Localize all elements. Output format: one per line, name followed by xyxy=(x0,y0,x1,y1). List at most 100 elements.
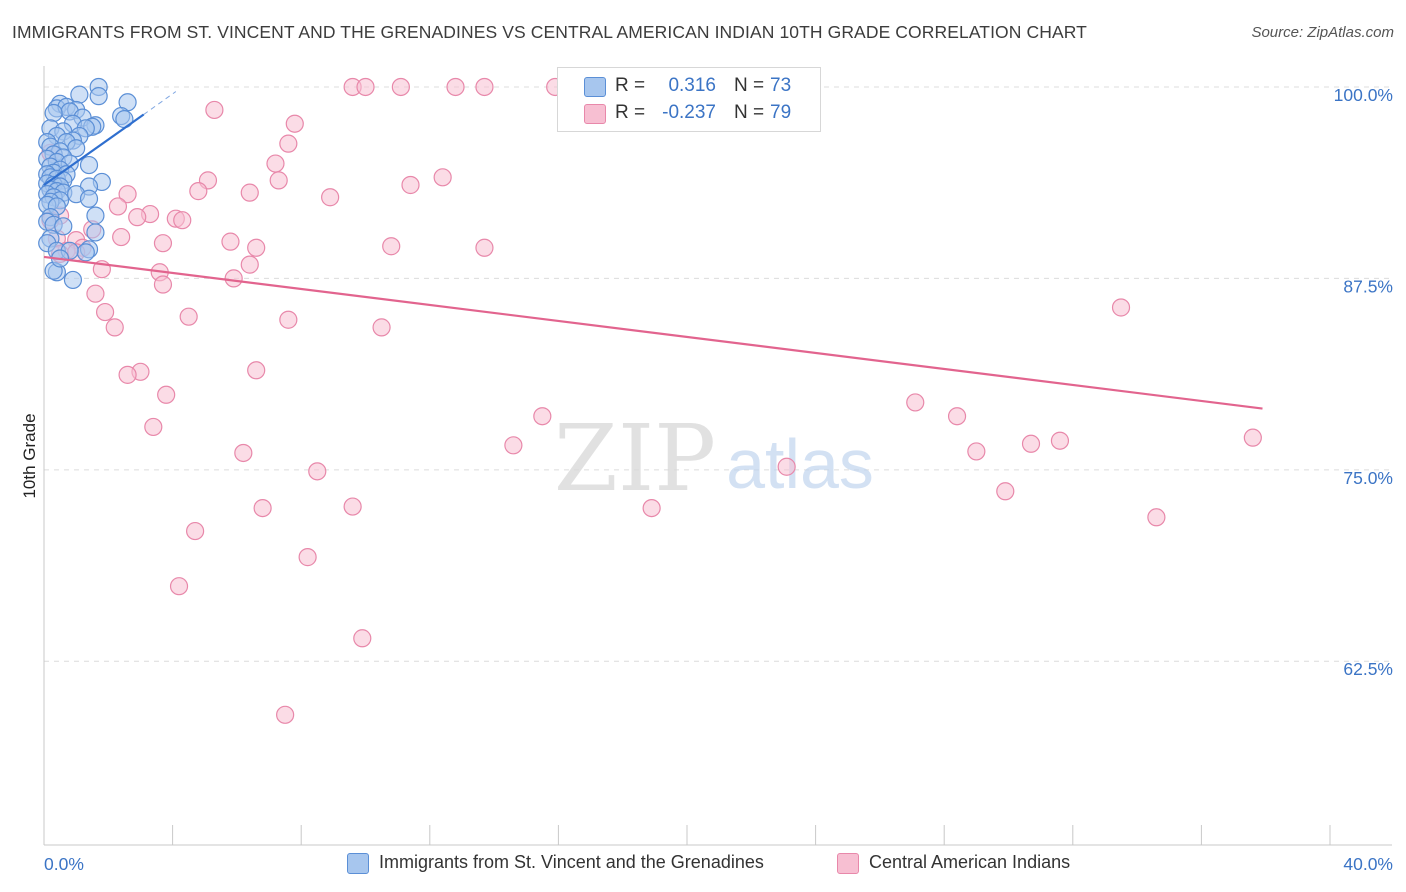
data-point-central-american-indians xyxy=(253,498,272,518)
n-label: N = xyxy=(734,75,765,96)
data-point-central-american-indians xyxy=(996,482,1015,501)
y-tick-label: 100.0% xyxy=(1334,85,1393,105)
data-point-central-american-indians xyxy=(205,100,224,120)
data-point-central-american-indians xyxy=(118,365,137,384)
watermark: ZIP atlas xyxy=(554,405,874,512)
data-point-st-vincent xyxy=(63,270,83,290)
data-point-central-american-indians xyxy=(401,175,420,195)
data-point-central-american-indians xyxy=(169,577,189,596)
data-point-central-american-indians xyxy=(967,442,986,461)
r-value: -0.237 xyxy=(662,102,716,123)
data-point-central-american-indians xyxy=(446,77,465,97)
data-point-central-american-indians xyxy=(1111,298,1131,317)
series-central-american-indians xyxy=(41,77,1262,724)
data-point-central-american-indians xyxy=(356,77,375,97)
data-point-central-american-indians xyxy=(240,183,259,202)
r-label: R = xyxy=(615,75,646,96)
trend-line-st-vincent-extension xyxy=(143,91,177,115)
n-label: N = xyxy=(734,102,765,123)
data-point-central-american-indians xyxy=(118,185,137,204)
x-tick-label: 40.0% xyxy=(1343,854,1393,874)
legend-swatch-pink xyxy=(584,104,606,124)
data-point-central-american-indians xyxy=(1243,428,1262,447)
y-axis-label: 10th Grade xyxy=(20,413,39,499)
data-point-st-vincent xyxy=(76,243,95,262)
data-point-central-american-indians xyxy=(108,197,128,216)
data-point-central-american-indians xyxy=(112,227,131,247)
n-value: 73 xyxy=(770,75,792,96)
data-point-central-american-indians xyxy=(221,232,240,251)
data-point-st-vincent xyxy=(70,85,89,104)
legend-swatch-blue xyxy=(584,77,606,97)
data-point-central-american-indians xyxy=(1147,508,1166,527)
chart-title: IMMIGRANTS FROM ST. VINCENT AND THE GREN… xyxy=(12,22,1087,42)
y-tick-label: 87.5% xyxy=(1343,276,1393,296)
watermark-zip: ZIP xyxy=(554,405,716,512)
data-point-central-american-indians xyxy=(1050,431,1070,450)
data-point-central-american-indians xyxy=(105,318,124,337)
legend-label: Central American Indians xyxy=(869,852,1071,872)
data-point-st-vincent xyxy=(89,87,108,106)
data-point-central-american-indians xyxy=(353,629,372,648)
stats-legend-row-pink: R = -0.237 N = 79 xyxy=(558,101,820,127)
data-point-central-american-indians xyxy=(343,497,362,516)
data-point-central-american-indians xyxy=(298,548,317,567)
stats-legend: R = 0.316 N = 73 R = -0.237 N = 79 xyxy=(557,67,821,132)
n-value: 79 xyxy=(770,102,792,123)
y-tick-label: 75.0% xyxy=(1343,468,1393,488)
data-point-central-american-indians xyxy=(533,407,552,426)
series-st-vincent-grenadines xyxy=(38,77,137,290)
data-point-central-american-indians xyxy=(240,255,259,274)
data-point-central-american-indians xyxy=(504,436,523,455)
data-point-central-american-indians xyxy=(153,275,173,294)
data-point-central-american-indians xyxy=(86,284,105,303)
data-point-central-american-indians xyxy=(269,171,288,190)
data-point-central-american-indians xyxy=(279,310,298,329)
data-point-st-vincent xyxy=(86,223,105,242)
data-point-central-american-indians xyxy=(224,269,243,288)
y-tick-label: 62.5% xyxy=(1343,659,1393,679)
x-tick-label: 0.0% xyxy=(44,854,84,874)
data-point-central-american-indians xyxy=(308,462,327,481)
y-tick-labels: 100.0% 87.5% 75.0% 62.5% xyxy=(1334,85,1393,679)
data-point-st-vincent xyxy=(79,155,99,175)
data-point-central-american-indians xyxy=(391,77,410,97)
watermark-atlas: atlas xyxy=(726,425,874,503)
data-point-central-american-indians xyxy=(321,188,340,207)
data-point-central-american-indians xyxy=(173,211,192,230)
data-point-central-american-indians xyxy=(153,234,173,253)
data-point-central-american-indians xyxy=(95,302,115,322)
data-point-central-american-indians xyxy=(247,361,266,380)
data-point-central-american-indians xyxy=(186,521,205,541)
data-point-central-american-indians xyxy=(777,457,796,476)
legend-swatch-blue xyxy=(347,853,369,874)
data-point-central-american-indians xyxy=(128,208,147,227)
data-point-central-american-indians xyxy=(279,134,298,153)
data-point-st-vincent xyxy=(79,189,99,208)
data-point-central-american-indians xyxy=(382,237,401,256)
data-point-central-american-indians xyxy=(189,182,208,201)
data-point-central-american-indians xyxy=(372,318,391,337)
trend-line-st-vincent xyxy=(43,113,145,186)
data-point-central-american-indians xyxy=(1021,434,1041,453)
data-point-central-american-indians xyxy=(157,385,176,404)
x-tick-labels: 0.0% 40.0% xyxy=(44,854,1393,874)
data-point-central-american-indians xyxy=(285,114,304,133)
data-point-central-american-indians xyxy=(642,498,661,518)
r-value: 0.316 xyxy=(668,75,716,96)
trend-line-central-american-indians xyxy=(43,255,1263,410)
trend-lines xyxy=(43,91,1263,410)
data-point-central-american-indians xyxy=(947,407,967,426)
data-point-st-vincent xyxy=(86,206,105,225)
legend-label: Immigrants from St. Vincent and the Gren… xyxy=(379,852,764,872)
data-point-central-american-indians xyxy=(266,154,285,173)
gridlines xyxy=(44,86,1392,662)
data-point-central-american-indians xyxy=(433,168,452,187)
data-point-central-american-indians xyxy=(475,77,494,97)
data-point-central-american-indians xyxy=(144,417,163,437)
legend-swatch-pink xyxy=(837,853,859,874)
data-point-central-american-indians xyxy=(276,705,295,724)
data-point-central-american-indians xyxy=(234,443,253,463)
data-point-central-american-indians xyxy=(179,307,198,326)
